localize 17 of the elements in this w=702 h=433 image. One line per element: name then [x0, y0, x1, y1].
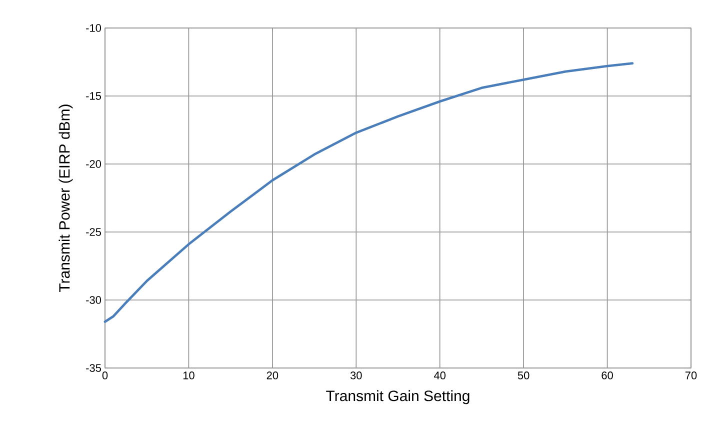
x-tick-label: 70 — [685, 372, 697, 380]
x-axis-title: Transmit Gain Setting — [326, 390, 470, 404]
y-tick-label: -35 — [86, 364, 101, 372]
x-tick-label: 10 — [183, 372, 194, 380]
x-tick-label: 40 — [434, 372, 446, 380]
x-tick-label: 0 — [102, 372, 108, 380]
x-tick-label: 30 — [350, 372, 362, 380]
x-tick-label: 60 — [602, 372, 613, 380]
y-tick-label: -10 — [86, 24, 102, 32]
line-series — [104, 62, 634, 323]
y-tick-label: -30 — [86, 296, 102, 304]
y-axis-title: Transmit Power (EIRP dBm) — [58, 104, 73, 292]
y-tick-label: -15 — [86, 92, 101, 100]
x-tick-label: 50 — [518, 372, 530, 380]
x-tick-label: 20 — [266, 372, 278, 380]
y-tick-label: -20 — [86, 160, 102, 168]
y-tick-label: -25 — [86, 228, 101, 236]
